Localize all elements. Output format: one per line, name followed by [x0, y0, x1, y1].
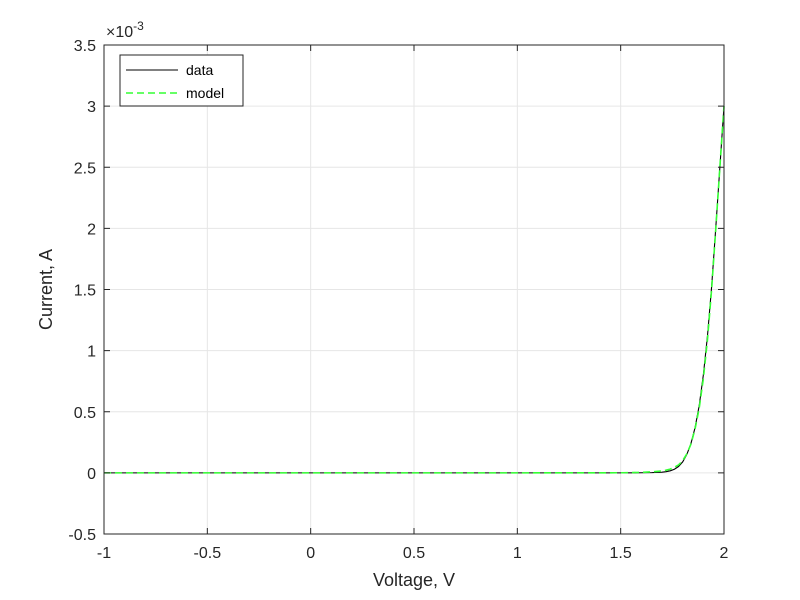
- x-tick-label: 0.5: [403, 545, 425, 562]
- y-tick-label: -0.5: [68, 527, 96, 544]
- x-tick-label: -0.5: [194, 545, 222, 562]
- series-layer: [104, 106, 725, 474]
- y-tick-label: 3.5: [74, 38, 96, 55]
- y-tick-label: 0.5: [74, 405, 96, 422]
- legend-label-data: data: [186, 62, 213, 78]
- ticks: -1 -0.5 0 0.5 1 1.5 2-0.500.511.522.533.5: [68, 38, 728, 562]
- y-tick-label: 2.5: [74, 160, 96, 177]
- x-tick-label: -1: [97, 545, 111, 562]
- y-tick-label: 3: [87, 99, 96, 116]
- y-axis-title: Current, A: [36, 249, 56, 330]
- legend-label-model: model: [186, 85, 224, 101]
- y-tick-label: 1.5: [74, 283, 96, 300]
- x-tick-label: 1.5: [610, 545, 632, 562]
- x-tick-label: 1: [513, 545, 522, 562]
- x-tick-label: 2: [720, 545, 729, 562]
- y-tick-label: 1: [87, 344, 96, 361]
- legend: data model: [119, 54, 244, 107]
- y-tick-label: 2: [87, 221, 96, 238]
- x-tick-label: 0: [306, 545, 315, 562]
- y-tick-label: 0: [87, 466, 96, 483]
- x-axis-title: Voltage, V: [373, 570, 455, 590]
- series-line-model: [104, 106, 725, 474]
- y-axis-exponent: ×10-3: [106, 19, 144, 41]
- legend-box: [119, 54, 244, 107]
